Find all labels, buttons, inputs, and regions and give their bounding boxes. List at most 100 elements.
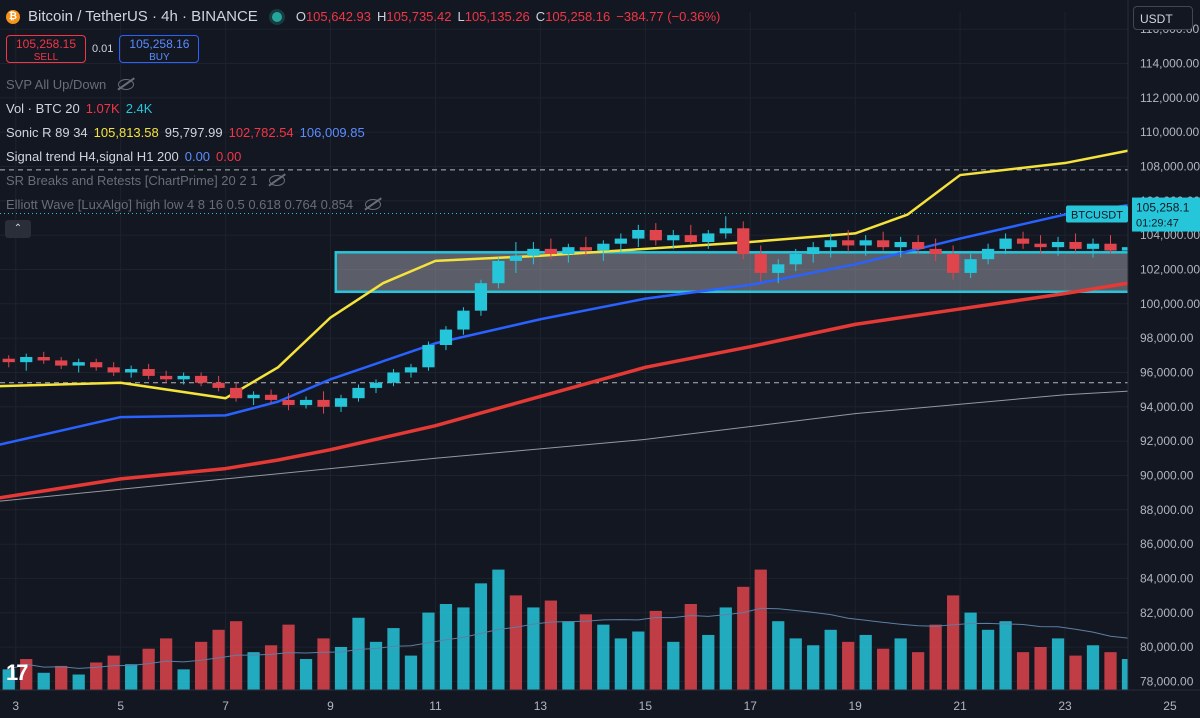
indicator-sr[interactable]: SR Breaks and Retests [ChartPrime] 20 2 …	[6, 173, 286, 188]
buy-button[interactable]: 105,258.16 BUY	[119, 35, 200, 63]
signal-value-1: 0.00	[184, 149, 211, 164]
candle-body	[929, 248, 942, 255]
signal-value-2: 0.00	[216, 149, 242, 164]
volume-bar	[404, 655, 418, 690]
candle-body	[194, 375, 208, 383]
indicator-svp[interactable]: SVP All Up/Down	[6, 77, 135, 92]
y-tick-label: 100,000.00	[1140, 297, 1200, 311]
price-axis-label	[1132, 197, 1200, 232]
volume-bar	[527, 607, 540, 690]
volume-bar	[1051, 638, 1065, 690]
ohlc-value: 105,642.93	[305, 9, 372, 24]
candle-body	[789, 254, 802, 265]
candle-body	[1051, 242, 1065, 248]
volume-bar	[509, 595, 523, 690]
ohlc-item: C105,258.16	[536, 9, 610, 24]
candle-body	[492, 260, 505, 284]
candle-body	[842, 240, 855, 246]
candle-body	[177, 375, 190, 380]
candle-body	[912, 242, 925, 249]
candle-body	[212, 382, 225, 388]
ohlc-key: H	[377, 9, 387, 24]
candle-body	[894, 242, 907, 248]
volume-bar	[474, 583, 488, 690]
y-tick-label: 86,000.00	[1140, 537, 1194, 551]
volume-bar	[55, 665, 68, 690]
y-tick-label: 88,000.00	[1140, 503, 1194, 517]
candle-body	[1069, 242, 1082, 249]
candle-body	[1034, 243, 1047, 248]
volume-bar	[282, 624, 295, 690]
time-axis[interactable]	[0, 690, 1200, 718]
indicator-sonic[interactable]: Sonic R 89 34 105,813.58 95,797.99 102,7…	[6, 125, 365, 140]
collapse-indicators-button[interactable]: ⌃	[5, 220, 31, 238]
volume-bar	[912, 652, 925, 690]
ohlc-item: O105,642.93	[296, 9, 371, 24]
volume-bar	[194, 641, 208, 690]
volume-bar	[842, 641, 855, 690]
candle-body	[1104, 243, 1117, 251]
indicator-volume[interactable]: Vol · BTC 20 1.07K 2.4K	[6, 101, 152, 116]
y-tick-label: 110,000.00	[1140, 125, 1199, 139]
volume-bar	[1104, 652, 1117, 690]
hidden-eye-icon[interactable]	[269, 175, 286, 186]
volume-bar	[929, 624, 942, 690]
ma-line-ema_gray	[0, 386, 1200, 502]
sell-button[interactable]: 105,258.15 SELL	[6, 35, 86, 63]
volume-bar	[754, 569, 767, 690]
volume-bar	[369, 641, 383, 690]
currency-selector[interactable]: USDT	[1133, 6, 1193, 30]
volume-bar	[457, 607, 470, 690]
indicator-volume-label: Vol · BTC 20	[6, 101, 80, 116]
candle-countdown-text: 01:29:47	[1136, 218, 1179, 230]
price-axis[interactable]	[1128, 0, 1200, 718]
candle-body	[2, 358, 15, 363]
sell-price: 105,258.15	[15, 37, 77, 51]
hidden-eye-icon[interactable]	[365, 199, 382, 210]
indicator-elliott-label: Elliott Wave [LuxAlgo] high low 4 8 16 0…	[6, 197, 354, 212]
hidden-eye-icon[interactable]	[118, 79, 135, 90]
candle-body	[684, 235, 697, 243]
volume-bar	[579, 614, 592, 690]
volume-bar	[894, 638, 907, 690]
tradingview-logo[interactable]: 17	[6, 660, 29, 685]
candle-body	[579, 247, 592, 251]
candle-body	[999, 238, 1012, 249]
volume-bar	[859, 634, 872, 690]
volume-bar	[719, 607, 732, 690]
volume-bar	[772, 621, 785, 690]
symbol-title[interactable]: Bitcoin / TetherUS · 4h · BINANCE	[28, 8, 258, 25]
candle-body	[90, 362, 103, 368]
symbol-tag	[1066, 205, 1128, 223]
candle-body	[299, 399, 313, 406]
candle-body	[772, 264, 785, 273]
ohlc-value: 105,258.16	[545, 9, 611, 24]
candle-body	[614, 238, 627, 244]
candle-body	[334, 398, 348, 407]
candle-body	[264, 394, 278, 400]
indicator-signal[interactable]: Signal trend H4,signal H1 200 0.00 0.00	[6, 149, 241, 164]
candle-body	[964, 259, 977, 273]
ma-line-ema_red	[0, 271, 1200, 500]
volume-bar	[632, 631, 645, 690]
candle-body	[125, 369, 138, 373]
ohlc-value: 105,135.26	[464, 9, 530, 24]
y-tick-label: 82,000.00	[1140, 606, 1194, 620]
x-tick-label: 11	[429, 699, 442, 713]
volume-bar	[334, 647, 348, 690]
candle-body	[1086, 243, 1100, 249]
volume-bar	[807, 645, 820, 690]
candle-body	[649, 229, 662, 241]
candle-body	[369, 382, 383, 388]
y-tick-label: 96,000.00	[1140, 365, 1194, 379]
volume-bar	[317, 638, 330, 690]
volume-bar	[999, 621, 1012, 690]
x-tick-label: 23	[1058, 699, 1072, 713]
candle-body	[317, 399, 330, 407]
indicator-elliott[interactable]: Elliott Wave [LuxAlgo] high low 4 8 16 0…	[6, 197, 382, 212]
indicator-sonic-label: Sonic R 89 34	[6, 125, 88, 140]
current-price-text: 105,258.1	[1136, 201, 1190, 215]
ma-line-ema_yellow	[0, 141, 1200, 400]
volume-bar	[946, 595, 960, 690]
